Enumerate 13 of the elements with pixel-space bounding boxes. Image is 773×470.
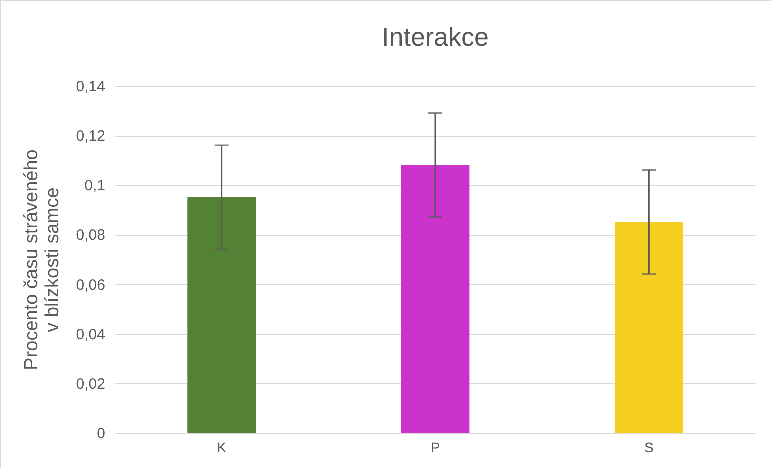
y-tick-label: 0 [97,426,106,442]
y-tick-label: 0,06 [76,276,106,294]
y-axis-title: Procento času stráveného v blízkosti samce [21,150,64,370]
x-tick-label: S [644,440,654,456]
chart-title: Interakce [382,22,489,52]
y-tick-label: 0,02 [76,376,106,393]
x-tick-label: P [430,440,440,456]
y-tick-label: 0,1 [84,178,106,195]
y-tick-label: 0,08 [76,227,106,244]
y-tick-label: 0,04 [76,326,106,344]
y-tick-label: 0,12 [76,128,106,146]
y-tick-label: 0,14 [76,78,106,96]
x-tick-label: K [217,440,228,456]
